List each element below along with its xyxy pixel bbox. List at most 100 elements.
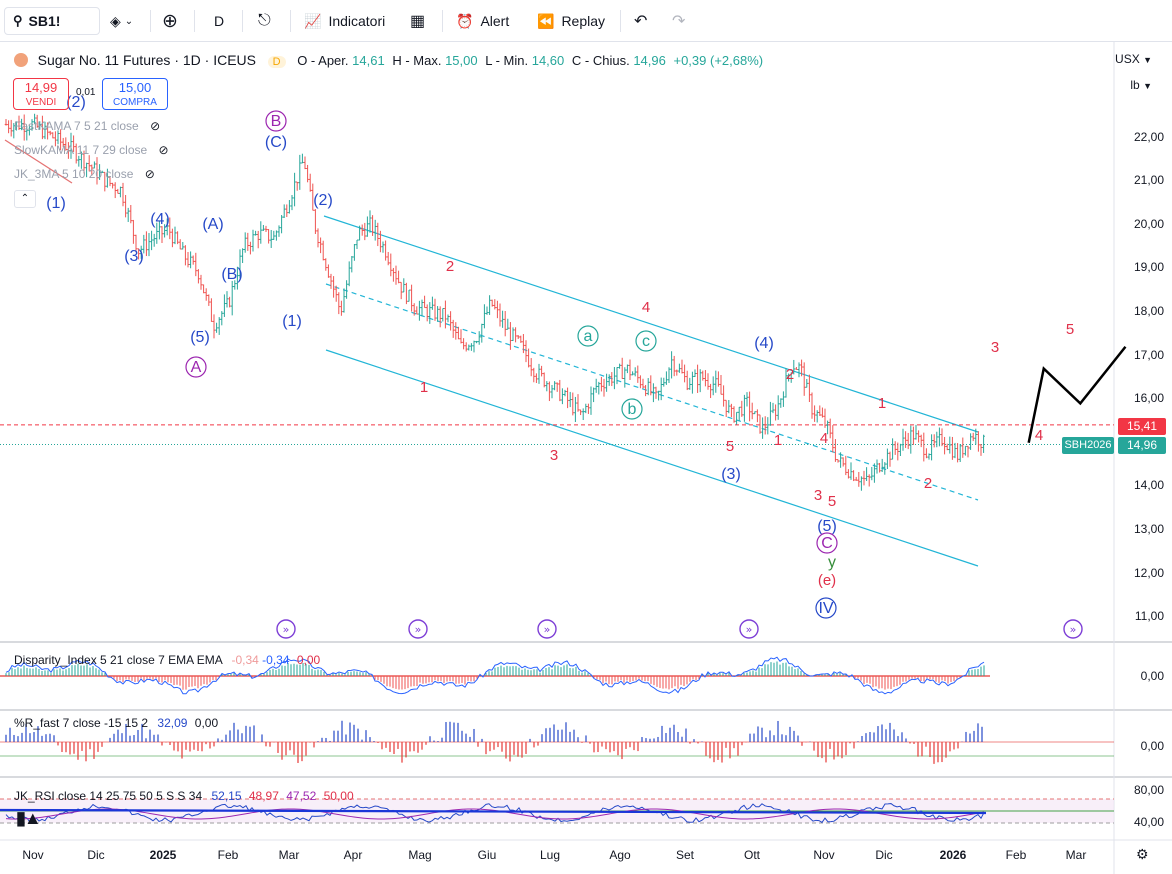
fast-kama-legend[interactable]: FastKAMA 7 5 21 close ⊘ — [14, 119, 160, 133]
ohlc-bar — [147, 232, 151, 257]
ohlc-bar — [61, 137, 65, 148]
wave-label[interactable]: b — [621, 398, 643, 420]
wave-label[interactable]: (A) — [202, 216, 223, 233]
wave-label[interactable]: 1 — [774, 432, 782, 449]
ohlc-bar — [225, 291, 229, 308]
event-marker-icon[interactable]: » — [408, 619, 428, 639]
channel-lower-line — [325, 349, 979, 567]
ohlc-bar — [54, 131, 57, 147]
wave-label[interactable]: (4) — [754, 335, 774, 352]
ohlc-bar — [792, 359, 796, 375]
ohlc-bar — [730, 403, 733, 418]
ohlc-bar — [412, 303, 416, 316]
bar-type-button[interactable]: ⎋ — [258, 0, 271, 42]
wave-label[interactable]: 3 — [550, 447, 558, 464]
ohlc-bar — [901, 428, 905, 451]
interval-button[interactable]: D — [214, 0, 224, 42]
alert-button[interactable]: ⏰ Alert — [456, 0, 509, 42]
wave-label[interactable]: 4 — [820, 430, 828, 447]
wave-label[interactable]: B — [265, 110, 287, 132]
ohlc-bar — [826, 420, 829, 435]
wave-label[interactable]: A — [185, 356, 207, 378]
wave-label[interactable]: (1) — [46, 195, 66, 212]
wave-label[interactable]: 2 — [786, 366, 794, 383]
wave-label[interactable]: C — [816, 532, 838, 554]
ohlc-bar — [693, 369, 697, 378]
currency-selector[interactable]: USX ▼ — [1115, 52, 1152, 66]
r-fast-legend[interactable]: %R_fast 7 close -15 15 2 32,09 0,00 — [14, 716, 218, 730]
wave-label[interactable]: (3) — [124, 248, 144, 265]
wave-label[interactable]: 5 — [1066, 321, 1074, 338]
wave-label[interactable]: 2 — [924, 475, 932, 492]
wave-label[interactable]: (1) — [282, 313, 302, 330]
ohlc-bar — [438, 306, 442, 328]
ohlc-bar — [620, 357, 624, 379]
wave-label[interactable]: (2) — [313, 192, 333, 209]
eye-off-icon[interactable]: ⊘ — [158, 143, 169, 157]
wave-label[interactable]: 3 — [991, 339, 999, 356]
spread-value: 0,01 — [76, 87, 96, 98]
ohlc-bar — [306, 164, 309, 183]
wave-label[interactable]: 4 — [642, 299, 650, 316]
ohlc-bar — [579, 409, 582, 416]
ohlc-bar — [654, 386, 658, 399]
collapse-legend-button[interactable]: ⌃ — [14, 190, 36, 208]
wave-label[interactable]: 2 — [446, 258, 454, 275]
wave-label-text: (A) — [202, 216, 223, 233]
wave-label[interactable]: 1 — [420, 379, 428, 396]
legend-title[interactable]: Sugar No. 11 Futures · 1D · ICEUS — [37, 52, 256, 68]
templates-button[interactable]: ▦ — [410, 0, 425, 42]
wave-label[interactable]: a — [577, 325, 599, 347]
ohlc-bar — [212, 314, 216, 339]
wave-label[interactable]: 3 — [814, 487, 822, 504]
indicators-button[interactable]: 📈 Indicatori — [304, 0, 385, 42]
event-marker-icon[interactable]: » — [537, 619, 557, 639]
compare-button[interactable]: ◈ ⌄ — [110, 0, 133, 42]
wave-label[interactable]: (C) — [265, 134, 287, 151]
wave-label[interactable]: 5 — [828, 493, 836, 510]
wave-projection[interactable] — [1027, 346, 1127, 443]
ohlc-bar — [808, 374, 811, 403]
redo-button[interactable]: ↷ — [672, 0, 685, 42]
ohlc-bar — [584, 403, 588, 414]
wave-label[interactable]: (4) — [150, 211, 170, 228]
slow-kama-label: SlowKAMA 11 7 29 close — [14, 143, 148, 157]
price-channel[interactable] — [323, 215, 979, 567]
wave-label[interactable]: 1 — [878, 395, 886, 412]
wave-label[interactable]: (3) — [721, 466, 741, 483]
jk-3ma-legend[interactable]: JK_3MA 5 10 20 close ⊘ — [14, 167, 155, 181]
sell-button[interactable]: 14,99 VENDI — [13, 78, 69, 110]
wave-label[interactable]: (5) — [190, 329, 210, 346]
wave-label-text: 4 — [642, 299, 650, 316]
wave-label[interactable]: (5) — [817, 518, 837, 535]
wave-label[interactable]: (e) — [818, 572, 836, 589]
undo-button[interactable]: ↶ — [634, 0, 647, 42]
symbol-search[interactable]: ⚲ SB1! — [4, 7, 100, 35]
add-symbol-button[interactable]: ⊕ — [162, 0, 178, 42]
wave-label[interactable]: IV — [815, 597, 837, 619]
unit-selector[interactable]: lb ▼ — [1130, 78, 1152, 92]
eye-off-icon[interactable]: ⊘ — [144, 167, 155, 181]
wave-label[interactable]: (B) — [221, 266, 242, 283]
buy-button[interactable]: 15,00 COMPRA — [102, 78, 168, 110]
trend-line[interactable] — [4, 139, 73, 184]
wave-label[interactable]: 5 — [726, 438, 734, 455]
event-marker-icon[interactable]: » — [1063, 619, 1083, 639]
settings-button[interactable]: ⚙ — [1136, 846, 1149, 863]
wave-label[interactable]: y — [828, 554, 836, 571]
wave-label[interactable]: c — [635, 330, 657, 352]
wave-label-text: 2 — [446, 258, 454, 275]
wave-label[interactable]: (2) — [66, 94, 86, 111]
event-marker-icon[interactable]: » — [276, 619, 296, 639]
ohlc-bar — [59, 129, 62, 151]
chart-canvas[interactable]: (2) (1) (4) (3) (A) (B) (5) A B (C) (2) (1) 2 1 3 4 a b c 5… — [0, 42, 1172, 874]
slow-kama-legend[interactable]: SlowKAMA 11 7 29 close ⊘ — [14, 143, 169, 157]
rsi-legend[interactable]: JK_RSI close 14 25 75 50 5 S S 34 52,15 … — [14, 789, 354, 803]
eye-off-icon[interactable]: ⊘ — [150, 119, 161, 133]
replay-button[interactable]: ⏪ Replay — [537, 0, 605, 42]
event-marker-icon[interactable]: » — [739, 619, 759, 639]
ohlc-bar — [852, 470, 855, 482]
disparity-legend[interactable]: Disparity_Index 5 21 close 7 EMA EMA -0,… — [14, 653, 320, 667]
wave-label-text: b — [628, 401, 637, 418]
wave-label[interactable]: 4 — [1035, 427, 1043, 444]
